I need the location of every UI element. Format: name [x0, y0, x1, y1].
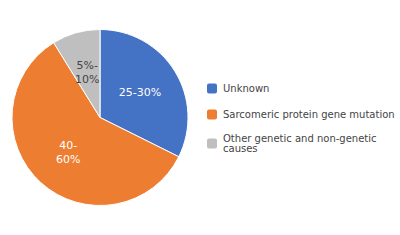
- svg-text:10%: 10%: [75, 73, 99, 86]
- svg-text:causes: causes: [223, 143, 258, 154]
- svg-text:Unknown: Unknown: [223, 83, 269, 94]
- svg-text:Other genetic and non-genetic: Other genetic and non-genetic: [223, 133, 377, 144]
- svg-text:Sarcomeric protein gene mutati: Sarcomeric protein gene mutation: [223, 109, 395, 120]
- svg-text:60%: 60%: [56, 153, 80, 166]
- svg-text:5%-: 5%-: [76, 59, 97, 72]
- svg-text:40-: 40-: [59, 139, 77, 152]
- svg-text:25-30%: 25-30%: [119, 86, 161, 99]
